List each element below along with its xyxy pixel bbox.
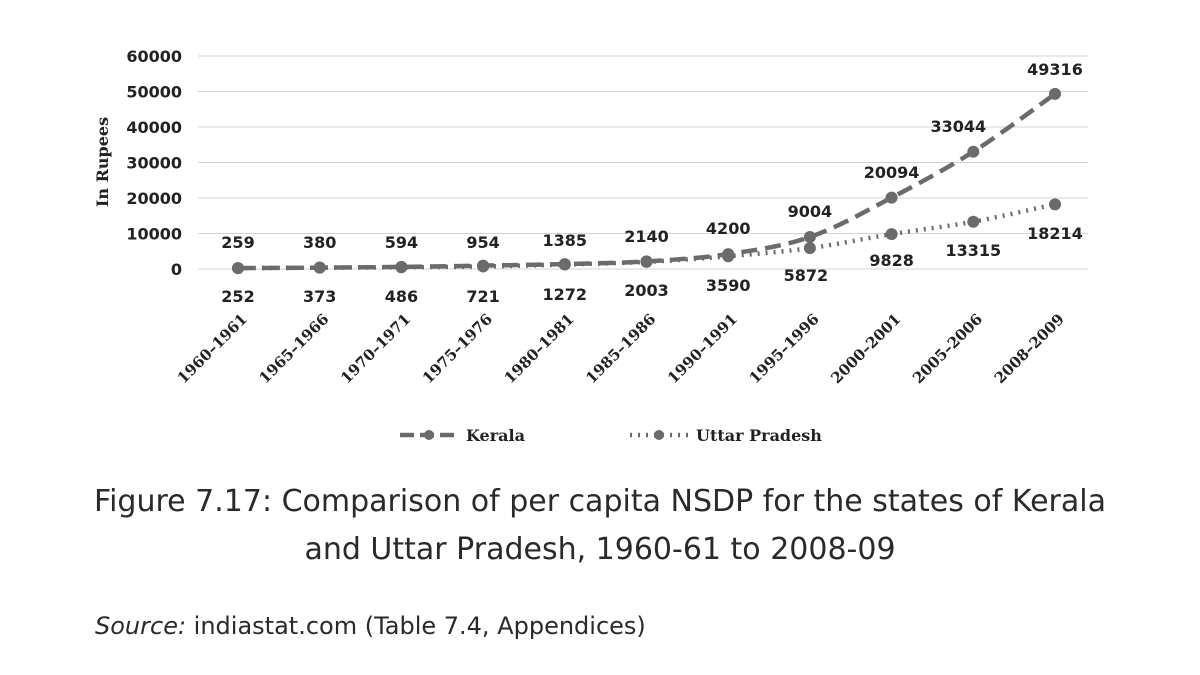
data-point-kerala-6 — [722, 248, 735, 261]
kerala-data-label: 20094 — [864, 163, 920, 182]
legend-swatch-marker-kerala — [424, 430, 434, 440]
uttar-pradesh-data-label: 252 — [221, 287, 254, 306]
data-point-uttar-pradesh-8 — [885, 228, 898, 241]
legend-label-uttar-pradesh: Uttar Pradesh — [696, 426, 822, 445]
x-tick-label: 1965–1966 — [255, 310, 332, 387]
figure-caption-line-2: and Uttar Pradesh, 1960-61 to 2008-09 — [304, 532, 896, 567]
data-point-kerala-7 — [803, 231, 816, 244]
x-tick-label: 1985–1986 — [582, 310, 659, 387]
legend-label-kerala: Kerala — [466, 426, 525, 445]
kerala-data-label: 4200 — [706, 219, 751, 238]
x-tick-label: 2005–2006 — [909, 310, 986, 387]
uttar-pradesh-data-label: 2003 — [624, 281, 669, 300]
uttar-pradesh-data-label: 18214 — [1027, 224, 1083, 243]
kerala-data-label: 380 — [303, 233, 336, 252]
data-point-kerala-2 — [395, 260, 408, 273]
y-tick-label: 10000 — [126, 225, 182, 244]
kerala-data-label: 2140 — [624, 227, 669, 246]
source-note: Source: indiastat.com (Table 7.4, Append… — [95, 612, 646, 640]
kerala-data-label: 1385 — [543, 231, 588, 250]
x-tick-label: 1990–1991 — [664, 310, 741, 387]
x-tick-label: 2008–2009 — [991, 310, 1068, 387]
x-tick-label: 1995–1996 — [746, 310, 823, 387]
uttar-pradesh-data-label: 9828 — [869, 251, 914, 270]
data-point-kerala-10 — [1049, 87, 1061, 100]
uttar-pradesh-data-label: 13315 — [945, 241, 1001, 260]
x-axis-ticks: 1960–1961 1965–1966 1970–1971 1975–1976 1980… — [174, 310, 1068, 387]
x-tick-label: 2000–2001 — [827, 310, 904, 387]
kerala-data-label: 9004 — [788, 202, 833, 221]
uttar-pradesh-data-label: 5872 — [784, 266, 829, 285]
y-tick-label: 0 — [171, 260, 182, 279]
data-point-uttar-pradesh-9 — [967, 215, 980, 228]
gridlines — [198, 55, 1088, 270]
uttar-pradesh-data-label: 1272 — [543, 285, 588, 304]
x-tick-label: 1970–1971 — [337, 310, 414, 387]
y-tick-label: 50000 — [126, 83, 182, 102]
y-tick-label: 60000 — [126, 47, 182, 66]
legend: Kerala Uttar Pradesh — [400, 426, 822, 445]
data-point-kerala-5 — [640, 255, 653, 268]
y-axis-label: In Rupees — [93, 117, 112, 207]
data-point-kerala-9 — [967, 145, 980, 158]
x-tick-label: 1980–1981 — [501, 310, 578, 387]
uttar-pradesh-data-label: 373 — [303, 287, 336, 306]
data-point-kerala-8 — [885, 191, 898, 204]
y-axis-ticks: 0 10000 20000 30000 40000 50000 60000 — [126, 47, 182, 279]
line-chart: 0 10000 20000 30000 40000 50000 60000 In Rupee… — [93, 47, 1088, 445]
data-point-uttar-pradesh-10 — [1049, 198, 1061, 211]
data-point-kerala-0 — [232, 262, 244, 275]
kerala-data-label: 49316 — [1027, 60, 1083, 79]
y-tick-label: 40000 — [126, 118, 182, 137]
uttar-pradesh-data-label: 721 — [466, 287, 499, 306]
figure-caption-line-1: Figure 7.17: Comparison of per capita NS… — [94, 484, 1106, 519]
source-text: indiastat.com (Table 7.4, Appendices) — [186, 612, 646, 640]
data-labels: 259 380 594 954 1385 2140 4200 9004 20094 33044 49… — [221, 60, 1083, 306]
data-point-kerala-3 — [477, 259, 490, 272]
series — [232, 87, 1061, 275]
legend-swatch-marker-uttar-pradesh — [654, 430, 664, 440]
y-tick-label: 20000 — [126, 189, 182, 208]
kerala-data-label: 33044 — [930, 117, 986, 136]
x-tick-label: 1975–1976 — [419, 310, 496, 387]
x-tick-label: 1960–1961 — [174, 310, 251, 387]
kerala-data-label: 954 — [466, 233, 499, 252]
data-point-uttar-pradesh-7 — [803, 242, 816, 255]
kerala-data-label: 259 — [221, 233, 254, 252]
y-tick-label: 30000 — [126, 154, 182, 173]
data-point-kerala-4 — [558, 258, 571, 271]
uttar-pradesh-data-label: 3590 — [706, 276, 751, 295]
kerala-data-label: 594 — [385, 233, 418, 252]
source-label: Source: — [95, 612, 187, 640]
uttar-pradesh-data-label: 486 — [385, 287, 418, 306]
data-point-kerala-1 — [313, 261, 326, 274]
